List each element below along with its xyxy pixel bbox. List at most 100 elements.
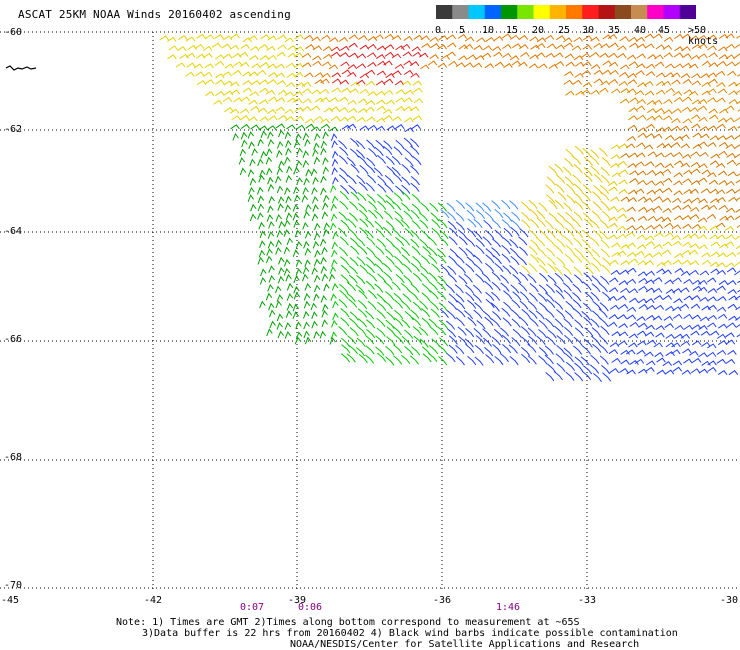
wind-barb: [312, 55, 322, 61]
wind-barb: [447, 220, 457, 230]
wind-barb: [643, 144, 654, 150]
wind-barb: [653, 342, 663, 348]
wind-barb: [257, 186, 264, 195]
wind-barb: [303, 34, 314, 40]
wind-barb: [293, 291, 301, 300]
wind-barb: [267, 231, 275, 239]
wind-barb: [555, 219, 565, 229]
wind-barb: [574, 362, 584, 372]
wind-barb: [377, 301, 387, 311]
wind-barb: [609, 287, 619, 293]
wind-barb: [349, 88, 359, 94]
wind-barb: [400, 43, 411, 49]
wind-barb: [620, 260, 630, 266]
wind-barb: [276, 229, 283, 238]
wind-barb: [375, 139, 385, 149]
wind-barb: [368, 272, 378, 282]
wind-barb: [349, 257, 359, 267]
wind-barb: [735, 208, 740, 213]
wind-barb: [348, 345, 359, 355]
wind-barb: [377, 200, 387, 210]
wind-barb: [555, 290, 565, 300]
wind-barb: [636, 244, 647, 250]
wind-barb: [385, 99, 395, 105]
wind-barb: [707, 34, 718, 40]
wind-barb: [716, 189, 726, 195]
wind-barb: [664, 63, 675, 69]
wind-barb: [680, 340, 691, 346]
wind-barb: [544, 345, 554, 355]
wind-barb: [484, 280, 494, 290]
wind-barb: [521, 336, 531, 346]
wind-barb: [385, 155, 395, 165]
wind-barb: [644, 331, 655, 337]
wind-barb: [682, 169, 693, 175]
wind-barb: [374, 34, 384, 40]
colorbar-swatch: [436, 5, 453, 19]
wind-barb: [421, 283, 431, 293]
wind-barb: [654, 180, 665, 186]
wind-barb: [293, 166, 300, 175]
wind-barb: [338, 298, 348, 308]
wind-barb: [230, 33, 240, 39]
wind-barb: [349, 201, 359, 211]
wind-barb: [511, 318, 521, 328]
wind-barb: [204, 34, 215, 40]
wind-barb: [429, 326, 439, 336]
wind-barb: [257, 256, 264, 265]
wind-barb: [400, 219, 410, 229]
wind-barb: [493, 328, 503, 338]
wind-barb: [582, 212, 592, 222]
wind-barb: [331, 241, 338, 250]
wind-barb: [581, 192, 591, 202]
wind-barb: [466, 209, 476, 219]
wind-barb: [311, 89, 321, 95]
wind-barb: [582, 44, 592, 50]
wind-barb: [159, 35, 169, 41]
wind-barb: [366, 329, 376, 339]
wind-barb: [592, 191, 602, 201]
wind-barb: [401, 236, 411, 246]
wind-barb: [293, 220, 300, 228]
wind-barb: [689, 350, 699, 356]
wind-barb: [628, 288, 639, 294]
wind-barb: [393, 355, 403, 365]
wind-barb: [305, 44, 315, 50]
wind-barb: [412, 326, 422, 336]
wind-barb: [248, 71, 259, 77]
wind-barb: [709, 330, 720, 336]
colorbar-swatch: [598, 5, 616, 19]
wind-barb: [366, 319, 376, 329]
wind-barb: [629, 321, 639, 327]
lon-label: -42: [143, 595, 163, 606]
wind-barb: [305, 168, 312, 177]
wind-barb: [385, 255, 395, 265]
wind-barb: [403, 35, 413, 42]
wind-barb: [213, 99, 223, 105]
wind-barb: [718, 54, 729, 60]
wind-barb: [341, 124, 352, 130]
wind-barb: [600, 200, 610, 210]
wind-barb: [259, 55, 270, 61]
wind-barb: [366, 157, 376, 167]
wind-barb: [491, 318, 501, 328]
wind-barb: [438, 356, 448, 366]
wind-barb: [672, 240, 682, 246]
wind-barb: [728, 295, 738, 301]
wind-barb: [602, 372, 612, 382]
wind-barb: [655, 89, 666, 95]
wind-barb: [275, 246, 282, 255]
wind-barb: [627, 163, 637, 169]
wind-barb: [347, 335, 357, 345]
wind-barb: [419, 265, 429, 275]
wind-barb: [401, 184, 411, 194]
wind-barb: [428, 246, 438, 257]
wind-barb: [265, 255, 273, 264]
wind-barb: [635, 105, 646, 111]
wind-barb: [620, 359, 630, 365]
wind-barb: [654, 304, 664, 310]
wind-barb: [563, 236, 573, 246]
wind-barb: [521, 212, 531, 222]
wind-barb: [728, 90, 738, 96]
wind-barb: [724, 241, 735, 247]
